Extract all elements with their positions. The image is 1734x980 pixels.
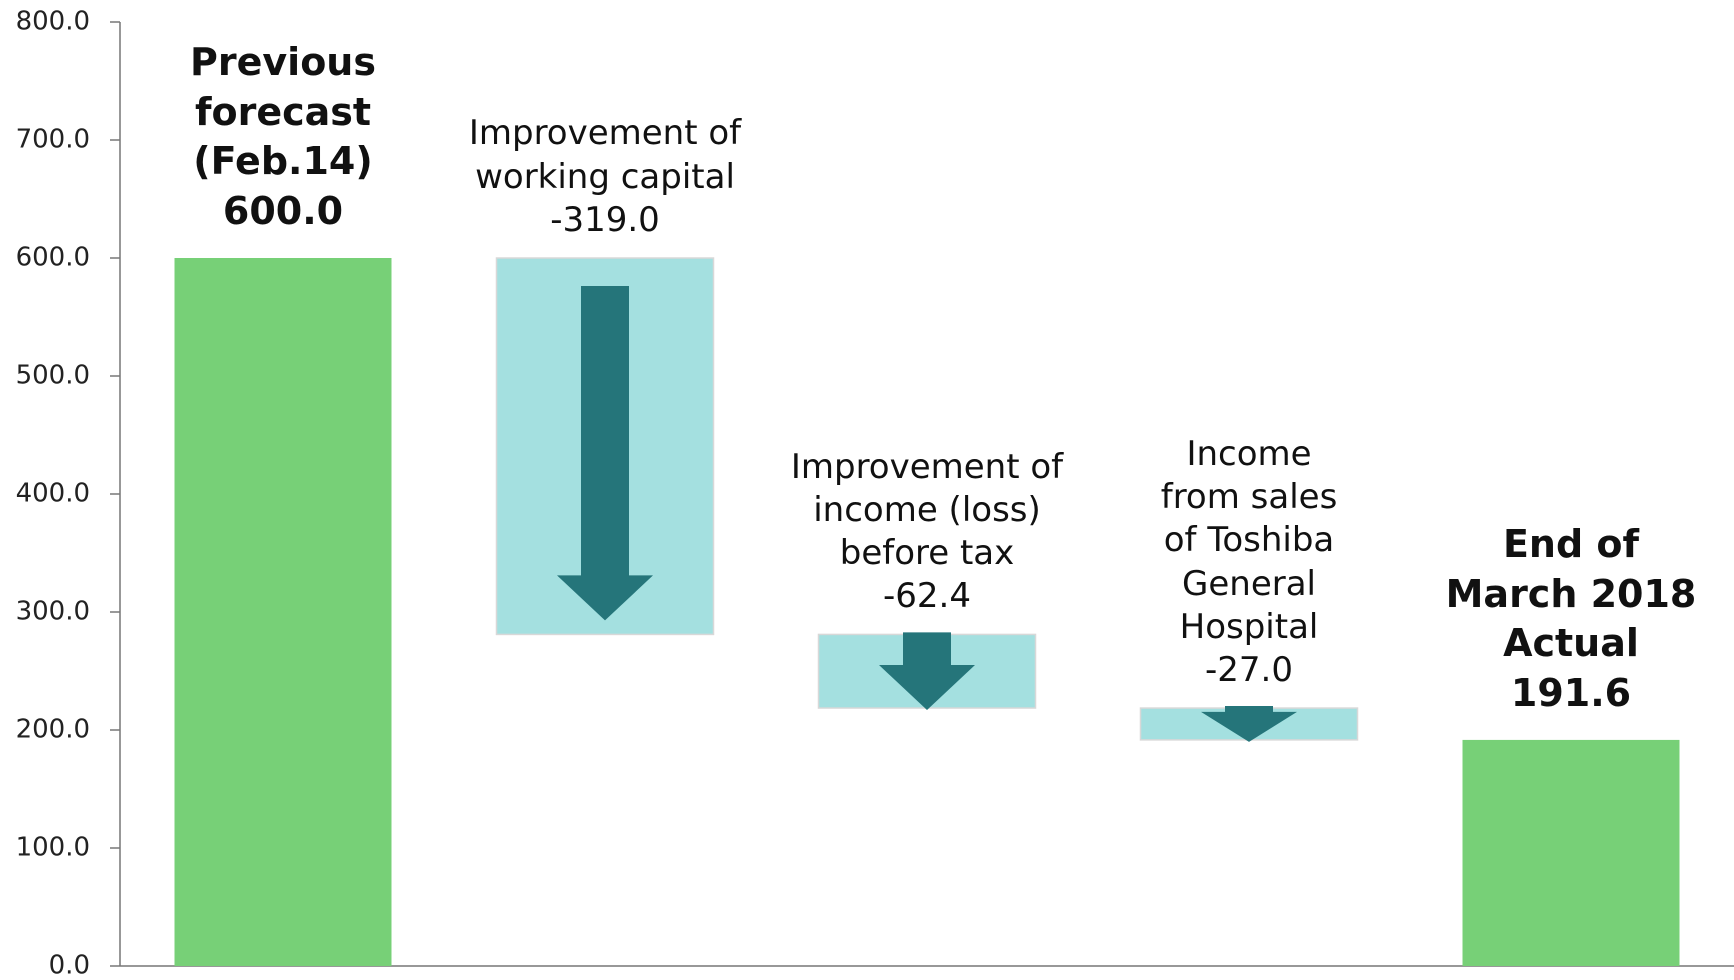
bar-label: Previous forecast (Feb.14) 600.0 (168, 38, 398, 236)
bar-label: Improvement of income (loss) before tax -… (782, 446, 1072, 619)
y-tick-label: 800.0 (16, 7, 90, 37)
arrow (557, 286, 653, 621)
arrow (1201, 706, 1297, 742)
y-tick-label: 300.0 (16, 597, 90, 627)
category-label: Improvement of income (loss) before tax (790, 446, 1064, 574)
y-tick-label: 600.0 (16, 243, 90, 273)
y-tick-label: 200.0 (16, 715, 90, 745)
bar-label: Income from sales of Toshiba General Hos… (1149, 433, 1349, 692)
y-tick-label: 500.0 (16, 361, 90, 391)
value-label: -27.0 (1205, 649, 1293, 690)
y-tick-label: 400.0 (16, 479, 90, 509)
category-label: Income from sales of Toshiba General Hos… (1160, 434, 1338, 647)
bar (1462, 739, 1680, 966)
y-tick-label: 0.0 (49, 951, 90, 980)
value-label: 600.0 (222, 188, 344, 233)
category-label: End of March 2018 Actual (1445, 522, 1697, 666)
y-tick-label: 700.0 (16, 125, 90, 155)
bar-label: End of March 2018 Actual 191.6 (1439, 520, 1704, 718)
y-tick-label: 100.0 (16, 833, 90, 863)
bar (174, 258, 392, 966)
category-label: Improvement of working capital (468, 113, 742, 197)
bar-label: Improvement of working capital -319.0 (460, 112, 750, 242)
category-label: Previous forecast (Feb.14) (190, 40, 376, 184)
value-label: -319.0 (550, 199, 660, 240)
arrow (879, 632, 975, 711)
value-label: -62.4 (883, 576, 971, 617)
value-label: 191.6 (1510, 670, 1632, 715)
